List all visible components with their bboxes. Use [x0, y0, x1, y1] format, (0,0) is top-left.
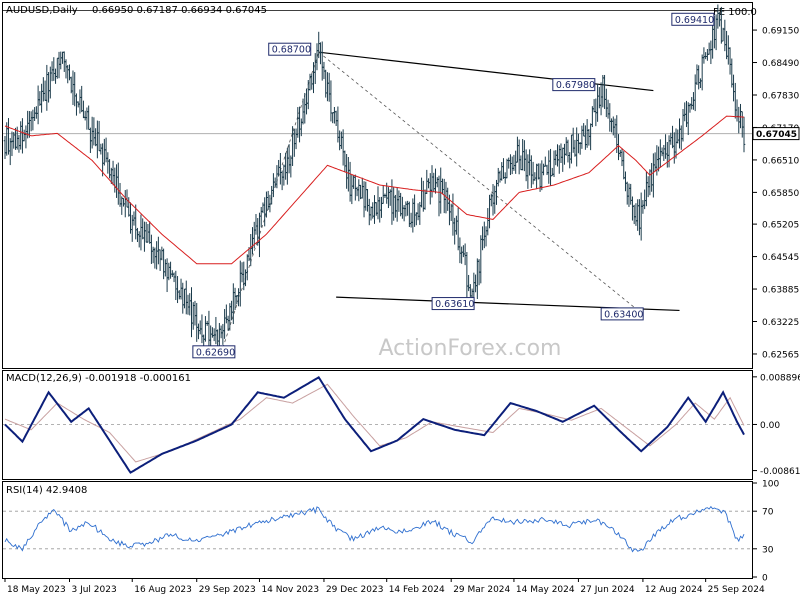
macd-line [4, 376, 745, 474]
macd-axis-label: -0.008612 [760, 467, 800, 477]
price-axis-label: 0.67830 [762, 91, 799, 101]
x-axis-label: 27 Jun 2024 [580, 585, 634, 595]
price-axis-label: 0.65205 [762, 221, 799, 231]
price-level-label: 0.62690 [192, 345, 236, 359]
x-axis-label: 14 Feb 2024 [389, 585, 445, 595]
x-axis-label: 12 Aug 2024 [645, 585, 703, 595]
price-level-label-box [600, 307, 644, 321]
x-axis-label: 3 Jul 2023 [71, 585, 116, 595]
x-axis-label: 29 Dec 2023 [326, 585, 384, 595]
price-bars-layer [3, 4, 746, 354]
fe-level-label: FE 100.0 [713, 7, 757, 18]
current-price-value: 0.67045 [756, 130, 797, 140]
price-axis-label: 0.65850 [762, 189, 799, 199]
moving-average-line [4, 115, 745, 265]
current-price-tag [752, 127, 800, 141]
price-level-label: 0.63400 [600, 307, 644, 321]
price-level-label-box [192, 345, 236, 359]
macd-label: MACD(12,26,9) -0.001918 -0.000161 [6, 373, 191, 384]
rsi-line [4, 505, 745, 553]
price-level-label-text: 0.69410 [675, 15, 714, 26]
price-level-label-text: 0.68700 [272, 45, 311, 56]
rsi-label: RSI(14) 42.9408 [6, 485, 87, 496]
price-level-label-text: 0.63400 [604, 309, 643, 320]
rsi-axis-label: 100 [762, 480, 779, 490]
price-axis-label: 0.68490 [762, 59, 799, 69]
price-axis-label: 0.62565 [762, 350, 799, 360]
price-level-label-text: 0.62690 [196, 347, 235, 358]
rsi-axis-label: 70 [762, 508, 774, 518]
x-axis-label: 18 May 2023 [7, 585, 66, 595]
rsi-axis-label: 30 [762, 545, 774, 555]
price-level-label-box [552, 78, 596, 92]
rsi-panel-frame [2, 481, 753, 579]
macd-signal-line [4, 383, 745, 463]
macd-axis-label: 0.008896 [760, 373, 800, 383]
price-axis-label: 0.63885 [762, 286, 799, 296]
grid-layer [3, 9, 752, 550]
watermark: ActionForex.com [379, 336, 562, 361]
series-layer [4, 115, 745, 553]
price-bar [742, 116, 746, 153]
price-level-label: 0.68700 [268, 42, 312, 56]
price-level-label-box [671, 12, 715, 26]
x-axis-label: 14 Nov 2023 [261, 585, 319, 595]
price-level-label-box [268, 42, 312, 56]
price-level-label-text: 0.63610 [435, 299, 474, 310]
axis-layer: 0.691500.684900.678300.671700.665100.658… [4, 27, 800, 595]
price-level-label: 0.69410 [671, 12, 715, 26]
x-axis-label: 29 Mar 2024 [453, 585, 510, 595]
price-axis-label: 0.66510 [762, 156, 799, 166]
x-axis-label: 16 Aug 2023 [134, 585, 192, 595]
price-level-label: 0.63610 [431, 297, 475, 311]
price-labels-layer: 0.68700 0.67980 0.69410 0.63610 0.63400 0.626… [192, 12, 715, 359]
macd-panel-frame [2, 370, 753, 480]
x-axis-label: 25 Sep 2024 [708, 585, 765, 595]
x-axis-label: 14 May 2024 [516, 585, 575, 595]
macd-axis-label: 0.00 [760, 421, 780, 431]
rsi-axis-label: 0 [762, 574, 768, 584]
price-level-label: 0.67980 [552, 78, 596, 92]
price-level-label-box [431, 297, 475, 311]
price-axis-label: 0.64545 [762, 253, 799, 263]
x-axis-label: 29 Sep 2023 [199, 585, 256, 595]
price-axis-label: 0.63225 [762, 318, 799, 328]
price-level-label-text: 0.67980 [556, 80, 595, 91]
price-axis-label: 0.69150 [762, 27, 799, 37]
